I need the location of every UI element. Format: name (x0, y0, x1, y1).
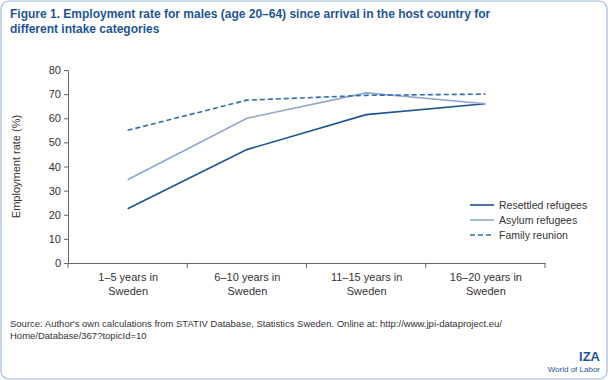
category-divider (545, 263, 546, 268)
source-note: Source: Author's own calculations from S… (10, 318, 502, 341)
tick-mark (64, 263, 68, 264)
tick-label: 60 (49, 112, 61, 124)
tick-label: 50 (49, 136, 61, 148)
title: Figure 1. Employment rate for males (age… (10, 7, 490, 36)
logo-text: World of Labor (548, 365, 601, 374)
tick-label: 0 (55, 257, 61, 269)
tick: 0 (55, 257, 68, 269)
legend-swatch (470, 204, 494, 206)
tick-label: 30 (49, 185, 61, 197)
text-line: Figure 1. Employment rate for males (age… (10, 7, 490, 21)
chart: Figure 1. Employment rate for males (age… (0, 0, 608, 380)
text-line: Sweden (108, 285, 148, 297)
tick: 70 (49, 88, 68, 100)
axis-line (64, 71, 69, 264)
legend-swatch (470, 219, 494, 221)
tick-mark (64, 142, 68, 143)
logo-mark: IZA (579, 349, 601, 364)
tick: 40 (49, 161, 68, 173)
tick-label: 16–20 years in Sweden (450, 271, 522, 297)
legend-label: Family reunion (499, 229, 568, 241)
tick: 10 (49, 233, 68, 245)
plot-area (128, 93, 486, 209)
legend-label: Asylum refugees (499, 214, 577, 226)
text-line: 16–20 years in (450, 271, 522, 283)
series-line (128, 94, 486, 130)
legend-label: Resettled refugees (499, 199, 587, 211)
text-line: Sweden (227, 285, 267, 297)
tick-mark (64, 167, 68, 168)
tick-label: 11–15 years in Sweden (331, 271, 402, 297)
legend: Resettled refugees Asylum refugees Family … (470, 199, 587, 241)
category-divider (425, 263, 426, 268)
text-line: Source: Author's own calculations from S… (10, 318, 502, 329)
category-divider (187, 263, 188, 268)
tick: 6–10 years in Sweden (214, 263, 280, 297)
tick-mark (64, 118, 68, 119)
tick: 20 (49, 209, 68, 221)
tick-label: 20 (49, 209, 61, 221)
tick: 60 (49, 112, 68, 124)
tick-label: 6–10 years in Sweden (214, 271, 280, 297)
tick: 30 (49, 185, 68, 197)
tick: 50 (49, 136, 68, 148)
text-line: Sweden (466, 285, 506, 297)
text-line: Home/Database/367?topicId=10 (10, 330, 147, 341)
category-divider (68, 263, 69, 268)
category-divider (306, 263, 307, 268)
tick: 16–20 years in Sweden (450, 263, 522, 297)
text-line: 11–15 years in (331, 271, 402, 283)
tick-mark (64, 70, 68, 71)
tick: 80 (49, 64, 68, 76)
tick-label: 70 (49, 88, 61, 100)
y-axis: 0 10 20 30 40 50 60 70 80 (49, 64, 69, 269)
tick-label: 40 (49, 161, 61, 173)
legend-swatch (470, 234, 494, 236)
x-axis: 1–5 years inSweden6–10 years inSweden11–… (68, 263, 546, 297)
tick-mark (64, 239, 68, 240)
tick-mark (64, 215, 68, 216)
tick-label: 80 (49, 64, 61, 76)
frame (1, 1, 607, 379)
axis-title: Employment rate (%) (10, 115, 22, 218)
text-line: different intake categories (10, 22, 160, 36)
tick-label: 1–5 years in Sweden (98, 271, 158, 297)
tick: 1–5 years in Sweden (98, 263, 158, 297)
tick-mark (64, 94, 68, 95)
text-line: 1–5 years in (98, 271, 158, 283)
tick: 11–15 years in Sweden (331, 263, 402, 297)
tick-mark (64, 191, 68, 192)
tick-label: 10 (49, 233, 61, 245)
text-line: 6–10 years in (214, 271, 280, 283)
series-line (128, 104, 486, 209)
series-line (128, 93, 486, 180)
text-line: Sweden (347, 285, 387, 297)
